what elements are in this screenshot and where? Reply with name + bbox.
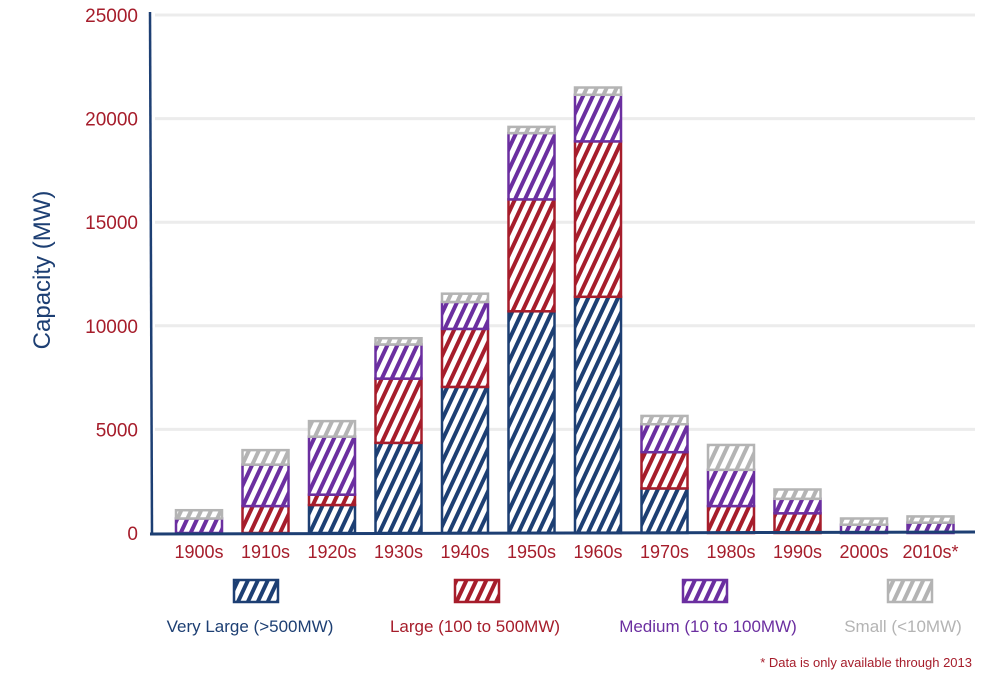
bar-segment bbox=[640, 414, 689, 426]
y-tick-labels: 0 5000 10000 15000 20000 25000 bbox=[85, 6, 138, 545]
legend-swatch bbox=[886, 578, 934, 604]
bar-segment bbox=[241, 463, 290, 508]
legend: Very Large (>500MW) Large (100 to 500MW) M… bbox=[167, 578, 962, 636]
y-tick-label: 0 bbox=[127, 524, 138, 545]
bar-segment bbox=[307, 503, 357, 535]
bar-stack-1970s bbox=[640, 414, 689, 535]
bar-segment bbox=[706, 468, 756, 508]
legend-swatch bbox=[681, 578, 729, 604]
bar-segment bbox=[440, 292, 490, 304]
bar-segment bbox=[773, 497, 822, 515]
bar-segment bbox=[307, 435, 357, 496]
bar-segment bbox=[507, 131, 556, 201]
legend-item: Medium (10 to 100MW) bbox=[619, 578, 797, 636]
bar-segment bbox=[307, 493, 357, 507]
bar-stack-1920s bbox=[307, 419, 357, 535]
legend-label: Small (<10MW) bbox=[844, 617, 962, 636]
x-tick-labels: 1900s 1910s 1920s 1930s 1940s 1950s 1960s 1970s… bbox=[174, 542, 958, 562]
bar-segment bbox=[640, 422, 689, 454]
bar-segment bbox=[573, 86, 623, 97]
x-tick-label: 2000s bbox=[839, 542, 888, 562]
bar-segment bbox=[773, 512, 822, 535]
bar-segment bbox=[440, 300, 490, 331]
bar-stack-1940s bbox=[440, 292, 490, 535]
bar-segment bbox=[374, 441, 423, 535]
x-tick-label: 1910s bbox=[241, 542, 290, 562]
bar-segment bbox=[507, 125, 556, 135]
legend-item: Very Large (>500MW) bbox=[167, 578, 334, 636]
x-tick-label: 1960s bbox=[573, 542, 622, 562]
bar-segment bbox=[374, 336, 423, 346]
bar-stack-1990s bbox=[773, 488, 822, 535]
bar-segment bbox=[440, 327, 490, 389]
bar-segment bbox=[374, 377, 423, 445]
bars bbox=[174, 86, 955, 535]
x-tick-label: 1990s bbox=[773, 542, 822, 562]
bar-segment bbox=[573, 93, 623, 143]
gridlines bbox=[155, 13, 975, 431]
bar-segment bbox=[906, 515, 955, 524]
y-tick-label: 20000 bbox=[85, 110, 138, 131]
bar-stack-1980s bbox=[706, 443, 756, 535]
bar-stack-1960s bbox=[573, 86, 623, 535]
y-tick-label: 10000 bbox=[85, 317, 138, 338]
bar-segment bbox=[307, 419, 357, 438]
bar-segment bbox=[640, 487, 689, 535]
y-tick-label: 15000 bbox=[85, 213, 138, 234]
legend-item: Large (100 to 500MW) bbox=[390, 578, 560, 636]
bar-segment bbox=[374, 343, 423, 380]
x-tick-label: 1940s bbox=[440, 542, 489, 562]
bar-stack-2010s bbox=[906, 515, 955, 535]
footnote: * Data is only available through 2013 bbox=[760, 655, 972, 670]
legend-swatch bbox=[232, 578, 280, 604]
bar-segment bbox=[507, 310, 556, 535]
bar-segment bbox=[241, 448, 290, 466]
bar-segment bbox=[573, 140, 623, 299]
x-tick-label: 1950s bbox=[507, 542, 556, 562]
x-tick-label: 1970s bbox=[640, 542, 689, 562]
bar-stack-1950s bbox=[507, 125, 556, 535]
legend-label: Very Large (>500MW) bbox=[167, 617, 334, 636]
y-axis bbox=[148, 11, 154, 536]
legend-swatch bbox=[453, 578, 501, 604]
legend-label: Medium (10 to 100MW) bbox=[619, 617, 797, 636]
bar-segment bbox=[440, 385, 490, 535]
x-tick-label: 2010s* bbox=[902, 542, 958, 562]
x-tick-label: 1980s bbox=[706, 542, 755, 562]
legend-label: Large (100 to 500MW) bbox=[390, 617, 560, 636]
bar-segment bbox=[773, 488, 822, 501]
y-tick-label: 25000 bbox=[85, 6, 138, 27]
x-tick-label: 1930s bbox=[374, 542, 423, 562]
bar-segment bbox=[706, 504, 756, 535]
y-axis-label: Capacity (MW) bbox=[29, 191, 56, 350]
x-tick-label: 1920s bbox=[307, 542, 356, 562]
bar-segment bbox=[174, 508, 224, 520]
bar-segment bbox=[241, 504, 290, 535]
bar-stack-1930s bbox=[374, 336, 423, 535]
bar-segment bbox=[706, 443, 756, 472]
bar-segment bbox=[573, 295, 623, 535]
bar-segment bbox=[839, 517, 889, 526]
legend-item: Small (<10MW) bbox=[844, 578, 962, 636]
bar-stack-1910s bbox=[241, 448, 290, 535]
bar-segment bbox=[640, 450, 689, 490]
x-axis bbox=[149, 530, 976, 536]
x-tick-label: 1900s bbox=[174, 542, 223, 562]
bar-stack-1900s bbox=[174, 508, 224, 535]
bar-segment bbox=[507, 198, 556, 313]
y-tick-label: 5000 bbox=[96, 420, 138, 441]
bar-segment bbox=[174, 517, 224, 535]
